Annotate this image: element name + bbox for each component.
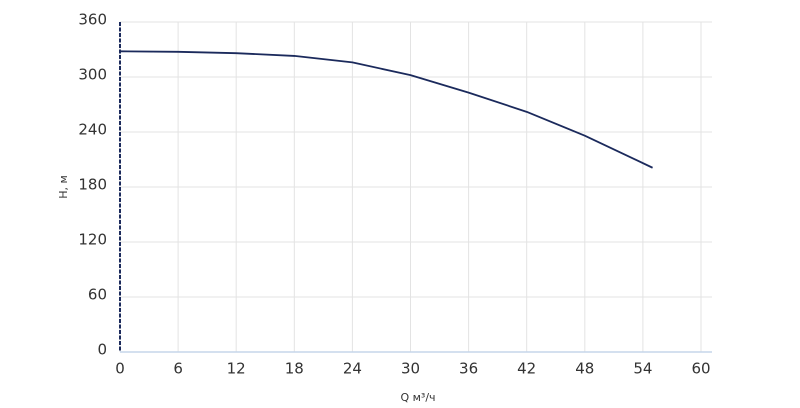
x-tick-label: 24 bbox=[343, 360, 362, 378]
x-tick-label: 6 bbox=[173, 360, 183, 378]
x-tick-label: 30 bbox=[401, 360, 420, 378]
y-tick-label: 300 bbox=[78, 66, 107, 84]
data-line bbox=[119, 50, 653, 169]
y-tick-label: 120 bbox=[78, 231, 107, 249]
y-tick-label: 360 bbox=[78, 11, 107, 29]
x-tick-label: 54 bbox=[633, 360, 652, 378]
x-tick-label: 36 bbox=[459, 360, 478, 378]
y-tick-label: 0 bbox=[97, 341, 107, 359]
x-tick-label: 0 bbox=[115, 360, 125, 378]
x-tick-label: 60 bbox=[691, 360, 710, 378]
x-tick-label: 12 bbox=[227, 360, 246, 378]
y-tick-label: 240 bbox=[78, 121, 107, 139]
x-tick-label: 48 bbox=[575, 360, 594, 378]
y-axis-label: H, м bbox=[57, 175, 70, 199]
x-axis-label: Q м³/ч bbox=[400, 391, 435, 404]
x-tick-label: 42 bbox=[517, 360, 536, 378]
x-tick-label: 18 bbox=[285, 360, 304, 378]
y-tick-label: 180 bbox=[78, 176, 107, 194]
y-tick-label: 60 bbox=[88, 286, 107, 304]
